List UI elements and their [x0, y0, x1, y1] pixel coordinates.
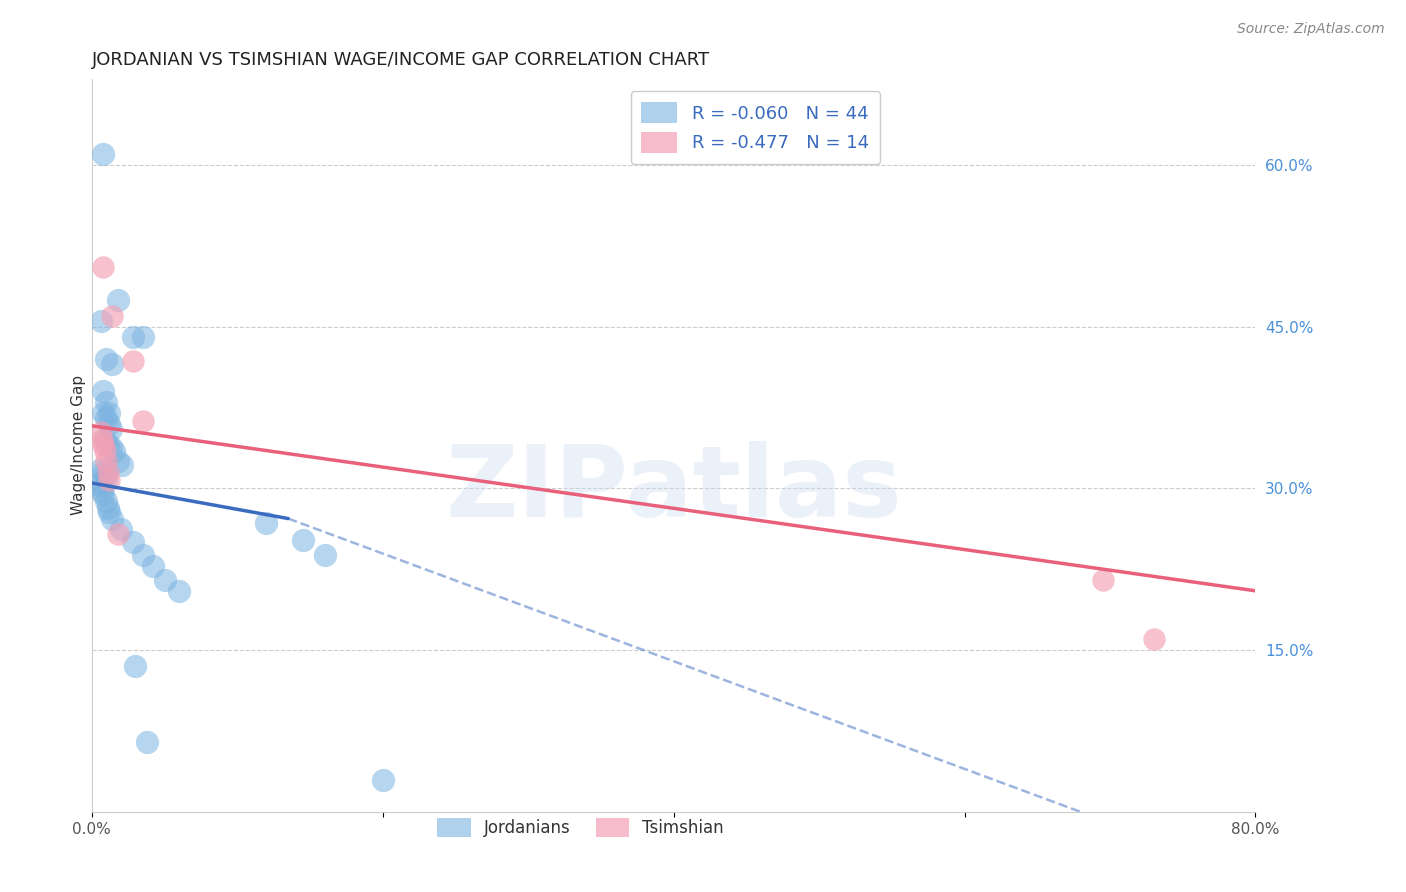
Point [1143, 632, 1166, 647]
Point [1091, 573, 1114, 587]
Point [97, 500, 120, 515]
Y-axis label: Wage/Income Gap: Wage/Income Gap [72, 376, 86, 516]
Point [167, 583, 190, 598]
Point [103, 443, 125, 458]
Point [96, 494, 118, 508]
Point [98, 406, 121, 420]
Point [89, 479, 111, 493]
Point [111, 458, 134, 472]
Point [142, 559, 165, 574]
Point [98, 473, 121, 487]
Point [93, 147, 115, 161]
Point [254, 516, 277, 530]
Point [100, 441, 122, 455]
Point [97, 438, 120, 452]
Point [100, 422, 122, 436]
Point [93, 465, 115, 479]
Point [107, 526, 129, 541]
Point [121, 535, 143, 549]
Text: JORDANIAN VS TSIMSHIAN WAGE/INCOME GAP CORRELATION CHART: JORDANIAN VS TSIMSHIAN WAGE/INCOME GAP C… [91, 51, 710, 69]
Point [107, 454, 129, 468]
Text: ZIPatlas: ZIPatlas [446, 441, 903, 538]
Point [91, 483, 114, 498]
Point [124, 659, 146, 673]
Point [89, 462, 111, 476]
Point [131, 415, 153, 429]
Point [153, 573, 176, 587]
Point [94, 433, 117, 447]
Point [101, 309, 124, 323]
Point [98, 417, 121, 431]
Point [110, 522, 132, 536]
Text: Source: ZipAtlas.com: Source: ZipAtlas.com [1237, 22, 1385, 37]
Point [93, 384, 115, 399]
Point [291, 533, 314, 548]
Point [93, 260, 115, 275]
Point [91, 433, 114, 447]
Point [121, 354, 143, 368]
Point [371, 772, 394, 787]
Point [131, 548, 153, 562]
Point [93, 438, 115, 452]
Point [89, 425, 111, 440]
Legend: Jordanians, Tsimshian: Jordanians, Tsimshian [430, 812, 731, 844]
Point [94, 443, 117, 458]
Point [94, 468, 117, 483]
Point [93, 406, 115, 420]
Point [96, 470, 118, 484]
Point [136, 735, 159, 749]
Point [107, 293, 129, 307]
Point [101, 511, 124, 525]
Point [96, 454, 118, 468]
Point [97, 465, 120, 479]
Point [314, 548, 336, 562]
Point [98, 505, 121, 519]
Point [89, 314, 111, 328]
Point [131, 330, 153, 344]
Point [96, 411, 118, 425]
Point [96, 395, 118, 409]
Point [87, 475, 110, 490]
Point [101, 357, 124, 371]
Point [93, 487, 115, 501]
Point [96, 351, 118, 366]
Point [121, 330, 143, 344]
